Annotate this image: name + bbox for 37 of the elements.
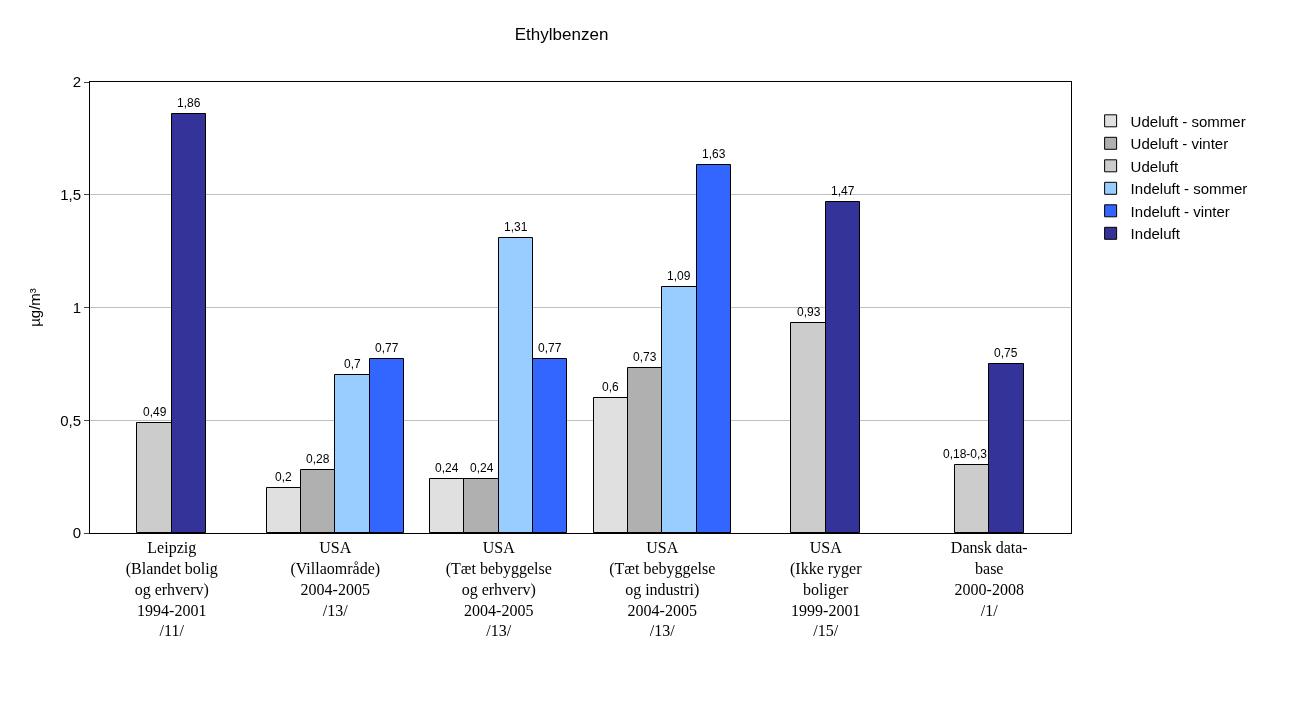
data-label: 0,73	[633, 350, 657, 364]
chart-title: Ethylbenzen	[514, 25, 609, 45]
y-tick-label: 2	[72, 73, 81, 91]
x-tick-label: USA (Tæt bebyggelse og erhverv) 2004-2005 /13/	[445, 539, 552, 640]
data-label: 0,6	[602, 380, 620, 394]
x-tick-label: Dansk data- base 2000-2008 /1/	[950, 539, 1028, 619]
data-label: 0,28	[306, 452, 330, 466]
x-tick-label: USA (Tæt bebyggelse og industri) 2004-2005 /13/	[609, 539, 716, 640]
data-label: 1,09	[667, 269, 691, 283]
x-tick-label: USA (Ikke ryger boliger 1999-2001 /15/	[789, 539, 863, 640]
legend-label: Indeluft	[1130, 225, 1181, 243]
data-label: 0,77	[375, 341, 399, 355]
data-label: 0,2	[275, 470, 293, 484]
data-label: 0,49	[143, 405, 167, 419]
legend-label: Udeluft - vinter	[1130, 135, 1229, 153]
legend-label: Indeluft - sommer	[1130, 180, 1248, 198]
data-label: 0,24	[435, 461, 459, 475]
data-label: 1,47	[831, 184, 855, 198]
legend-label: Udeluft - sommer	[1130, 112, 1246, 130]
legend-label: Udeluft	[1130, 157, 1179, 175]
data-label: 1,63	[702, 147, 726, 161]
y-tick-label: 0,5	[60, 411, 81, 429]
data-label: 0,18-0,3	[943, 447, 988, 461]
y-tick-label: 0	[72, 524, 81, 542]
legend-label: Indeluft - vinter	[1130, 202, 1230, 220]
y-tick-label: 1,5	[60, 186, 81, 203]
data-label: 0,77	[538, 341, 562, 355]
data-label: 0,75	[994, 346, 1018, 360]
data-label: 0,93	[797, 305, 821, 319]
data-label: 0,7	[344, 357, 362, 371]
data-label: 1,86	[177, 96, 201, 110]
x-tick-label: USA (Villaområde) 2004-2005 /13/	[290, 539, 381, 619]
y-axis-title: µg/m³	[26, 288, 44, 327]
y-tick-label: 1	[72, 298, 81, 316]
x-tick-label: Leipzig (Blandet bolig og erhverv) 1994-2001 /11/	[125, 539, 218, 640]
data-label: 0,24	[470, 461, 494, 475]
data-label: 1,31	[504, 220, 528, 234]
